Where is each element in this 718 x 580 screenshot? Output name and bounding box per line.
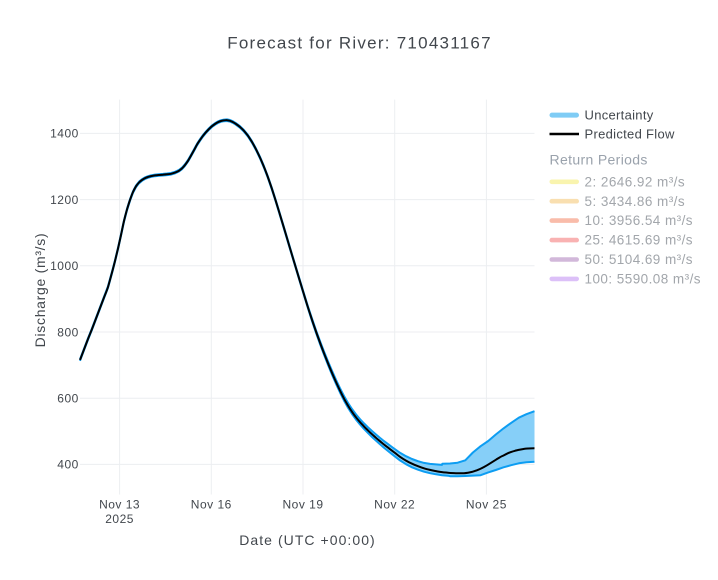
svg-text:1400: 1400 — [50, 127, 79, 141]
svg-text:10: 3956.54 m³/s: 10: 3956.54 m³/s — [585, 213, 694, 228]
svg-text:Date (UTC +00:00): Date (UTC +00:00) — [239, 532, 376, 548]
svg-text:Nov 13: Nov 13 — [99, 497, 140, 511]
svg-text:25: 4615.69 m³/s: 25: 4615.69 m³/s — [585, 233, 694, 248]
svg-text:100: 5590.08 m³/s: 100: 5590.08 m³/s — [585, 272, 701, 287]
svg-text:Return Periods: Return Periods — [550, 151, 648, 167]
svg-text:800: 800 — [57, 325, 79, 339]
svg-text:Nov 22: Nov 22 — [374, 497, 415, 511]
svg-text:Nov 19: Nov 19 — [282, 497, 323, 511]
svg-text:1200: 1200 — [50, 193, 79, 207]
svg-text:Nov 16: Nov 16 — [191, 497, 232, 511]
svg-text:Predicted Flow: Predicted Flow — [585, 126, 675, 141]
svg-text:Uncertainty: Uncertainty — [585, 107, 654, 122]
svg-text:Forecast for River: 710431167: Forecast for River: 710431167 — [227, 34, 492, 53]
svg-text:2: 2646.92 m³/s: 2: 2646.92 m³/s — [585, 174, 686, 189]
svg-text:400: 400 — [57, 458, 79, 472]
svg-text:Discharge (m³/s): Discharge (m³/s) — [32, 233, 48, 348]
svg-text:Nov 25: Nov 25 — [466, 497, 507, 511]
svg-text:600: 600 — [57, 392, 79, 406]
svg-text:5: 3434.86 m³/s: 5: 3434.86 m³/s — [585, 194, 686, 209]
svg-text:1000: 1000 — [50, 259, 79, 273]
svg-text:2025: 2025 — [105, 512, 134, 526]
svg-text:50: 5104.69 m³/s: 50: 5104.69 m³/s — [585, 252, 694, 267]
